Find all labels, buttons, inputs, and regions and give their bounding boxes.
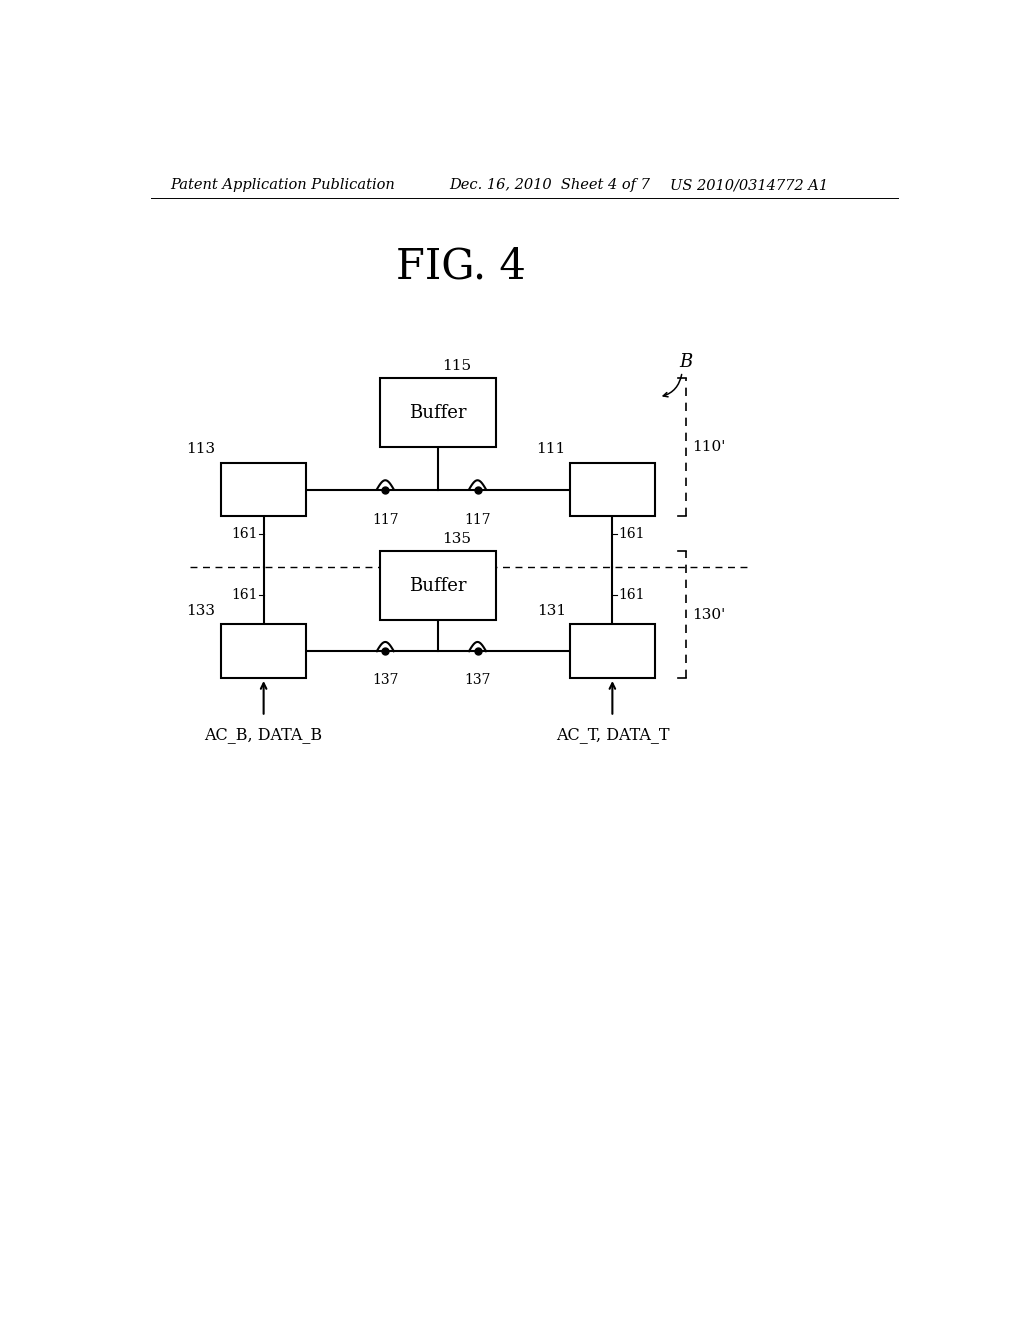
Text: AC_B, DATA_B: AC_B, DATA_B bbox=[205, 726, 323, 743]
Bar bbox=[221, 624, 306, 678]
Text: 117: 117 bbox=[372, 512, 398, 527]
Text: 161: 161 bbox=[618, 589, 645, 602]
Text: 161: 161 bbox=[618, 527, 645, 541]
FancyArrowPatch shape bbox=[664, 375, 682, 397]
Text: Buffer: Buffer bbox=[410, 577, 467, 595]
Text: 111: 111 bbox=[537, 442, 566, 457]
Text: 161: 161 bbox=[231, 527, 257, 541]
Text: 130': 130' bbox=[692, 607, 725, 622]
Text: 117: 117 bbox=[464, 512, 490, 527]
Text: 161: 161 bbox=[231, 589, 257, 602]
Text: 131: 131 bbox=[537, 605, 566, 618]
Bar bbox=[380, 552, 496, 620]
Text: AC_T, DATA_T: AC_T, DATA_T bbox=[556, 726, 669, 743]
Text: 133: 133 bbox=[185, 605, 215, 618]
Text: 110': 110' bbox=[692, 440, 726, 454]
Text: Patent Application Publication: Patent Application Publication bbox=[171, 178, 395, 193]
Text: Dec. 16, 2010  Sheet 4 of 7: Dec. 16, 2010 Sheet 4 of 7 bbox=[450, 178, 650, 193]
Text: 137: 137 bbox=[464, 673, 490, 686]
Text: 135: 135 bbox=[442, 532, 471, 546]
Text: 115: 115 bbox=[442, 359, 471, 374]
Text: FIG. 4: FIG. 4 bbox=[396, 246, 526, 288]
Bar bbox=[221, 462, 306, 516]
Text: B: B bbox=[679, 354, 692, 371]
Text: Buffer: Buffer bbox=[410, 404, 467, 421]
Bar bbox=[569, 624, 655, 678]
Text: US 2010/0314772 A1: US 2010/0314772 A1 bbox=[671, 178, 828, 193]
Text: 113: 113 bbox=[185, 442, 215, 457]
Bar bbox=[569, 462, 655, 516]
Bar bbox=[380, 378, 496, 447]
Text: 137: 137 bbox=[372, 673, 398, 686]
